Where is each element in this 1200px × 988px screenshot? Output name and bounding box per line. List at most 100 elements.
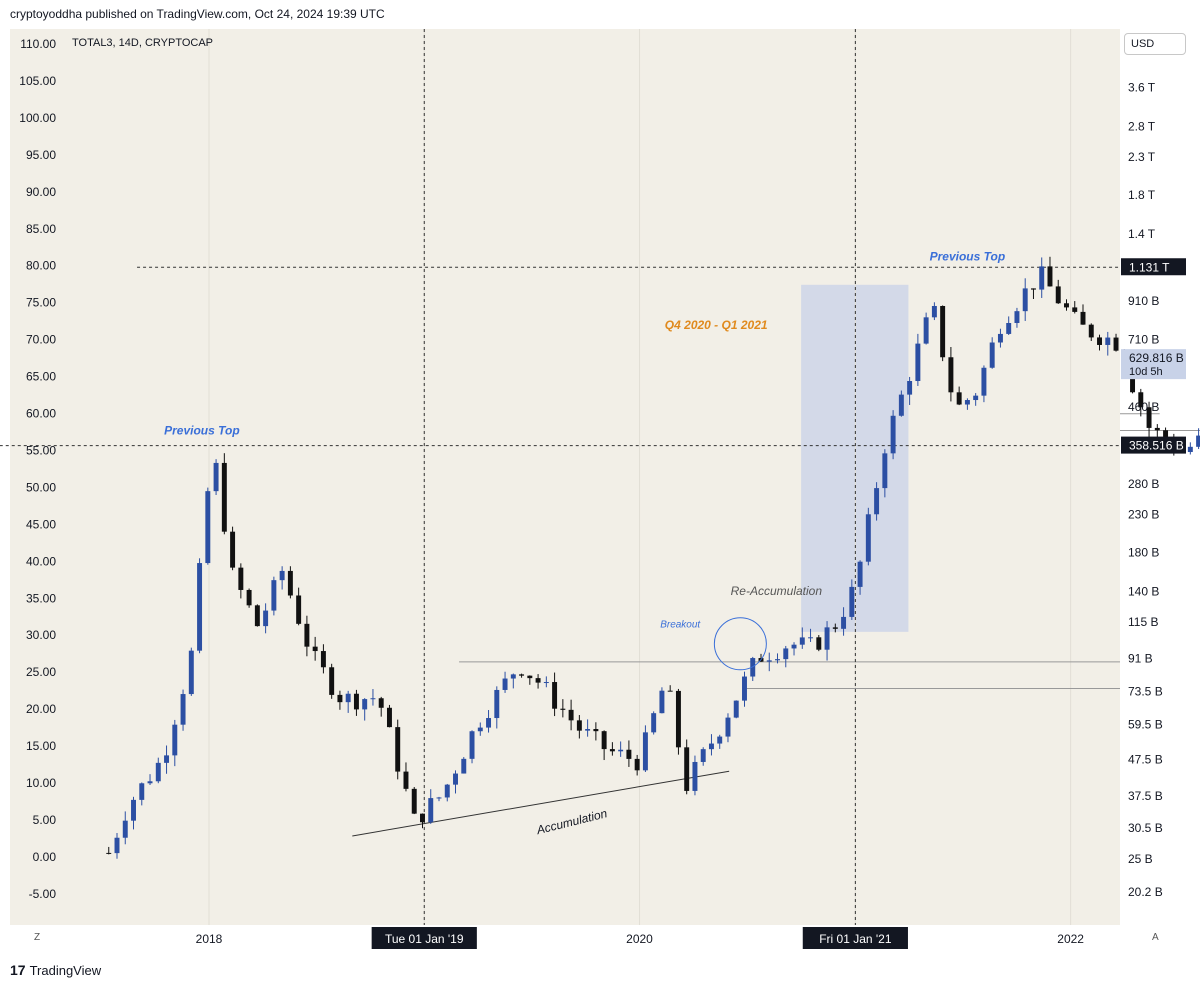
candle-body: [444, 784, 450, 798]
candle-body: [205, 491, 211, 564]
candle-body: [246, 589, 252, 606]
annotation-label: Previous Top: [164, 424, 240, 438]
right-axis-tick-label: 30.5 B: [1128, 821, 1163, 835]
price-label: 1.131 T: [1129, 260, 1170, 274]
annotation-label: Breakout: [660, 620, 701, 631]
candle-body: [494, 689, 500, 719]
candle-body: [131, 799, 136, 821]
candle-body: [139, 783, 145, 800]
right-axis-tick-label: 37.5 B: [1128, 789, 1163, 803]
candle-body: [659, 690, 665, 714]
left-axis-tick-label: 65.00: [26, 370, 56, 384]
candle-body: [304, 623, 310, 647]
auto-scale-button[interactable]: Z: [34, 932, 41, 943]
right-axis-tick-label: 140 B: [1128, 585, 1159, 599]
symbol-label: TOTAL3, 14D, CRYPTOCAP: [72, 37, 213, 49]
trendline: [352, 770, 730, 837]
price-label-box: [1121, 349, 1186, 380]
candle-body: [1014, 311, 1020, 324]
candle-body: [502, 678, 508, 690]
candle-body: [799, 637, 805, 645]
candle-body: [428, 798, 434, 823]
candle-body: [882, 453, 888, 489]
right-axis-tick-label: 20.2 B: [1128, 885, 1163, 899]
chart[interactable]: Previous Top Previous Top Q4 2020 - Q1 202…: [0, 0, 1200, 955]
candle-body: [593, 729, 599, 732]
left-axis-tick-label: -5.00: [29, 887, 57, 901]
candle-body: [750, 658, 756, 677]
candle-body: [1039, 266, 1045, 290]
candle-body: [147, 781, 153, 784]
candle-body: [1097, 337, 1102, 345]
right-axis-tick-label: 3.6 T: [1128, 81, 1156, 95]
candle-body: [1163, 430, 1169, 441]
candle-body: [543, 682, 549, 684]
candle-body: [684, 747, 690, 791]
left-axis-tick-label: 45.00: [26, 517, 56, 531]
right-axis-tick-label: 47.5 B: [1128, 752, 1163, 766]
tradingview-brand: TradingView: [29, 962, 102, 978]
right-axis[interactable]: 3.6 T 2.8 T 2.3 T 1.8 T 1.4 T 910 B 710 B 460 B…: [1128, 81, 1163, 900]
candle-body: [469, 731, 475, 759]
candle-body: [568, 709, 574, 721]
candle-body: [898, 394, 904, 416]
annotation-label: Q4 2020 - Q1 2021: [665, 318, 768, 332]
candle-body: [1022, 288, 1028, 312]
candle-body: [618, 749, 624, 752]
candle-body: [634, 758, 640, 771]
candle-body: [791, 644, 797, 649]
candle-body: [651, 713, 657, 733]
candle-body: [725, 717, 731, 737]
candle-body: [213, 462, 219, 492]
right-axis-tick-label: 25 B: [1128, 852, 1153, 866]
candle-body: [527, 675, 533, 679]
left-axis-tick-label: 110.00: [20, 37, 56, 51]
candle-body: [362, 699, 368, 710]
candle-body: [122, 820, 128, 838]
candle-body: [824, 627, 830, 650]
time-axis[interactable]: 2018 Tue 01 Jan '19 2020 Fri 01 Jan '21 2022…: [0, 925, 1200, 955]
candle-body: [642, 732, 648, 771]
candle-body: [700, 749, 706, 762]
candle-body: [766, 660, 772, 662]
candle-body: [238, 567, 244, 590]
right-axis-tick-label: 1.8 T: [1128, 188, 1156, 202]
candle-body: [1088, 324, 1094, 338]
candle-body: [263, 610, 269, 627]
candle-body: [386, 707, 392, 728]
candle-body: [221, 462, 227, 532]
left-axis-tick-label: 100.00: [19, 111, 56, 125]
candle-body: [973, 395, 979, 401]
candle-body: [931, 305, 937, 318]
candle-body: [989, 342, 995, 368]
price-label: 358.516 B: [1129, 439, 1184, 453]
candle-body: [353, 693, 359, 710]
candle-body: [320, 651, 326, 668]
candle-body: [172, 724, 178, 756]
candle-body: [1130, 369, 1136, 393]
candle-body: [857, 561, 863, 587]
candle-body: [717, 736, 723, 744]
candle-body: [609, 749, 615, 752]
price-label-box: [1121, 436, 1186, 454]
candle-body: [808, 637, 814, 639]
candle-body: [436, 797, 442, 799]
candle-body: [601, 731, 607, 750]
candle-body: [956, 392, 962, 405]
right-axis-tick-label: 2.3 T: [1128, 150, 1156, 164]
left-axis-tick-label: 25.00: [26, 665, 56, 679]
left-axis-tick-label: 35.00: [26, 591, 56, 605]
candle-body: [841, 616, 847, 629]
horizontal-lines: [0, 266, 1200, 689]
left-axis-tick-label: 95.00: [26, 148, 56, 162]
currency-button[interactable]: USD: [1124, 33, 1186, 55]
candle-body: [940, 305, 946, 358]
candles: [106, 256, 1200, 859]
candle-body: [287, 570, 293, 596]
candle-body: [197, 563, 203, 651]
candle-body: [1146, 407, 1152, 428]
candle-body: [114, 837, 120, 854]
log-scale-button[interactable]: A: [1152, 932, 1159, 943]
candle-body: [1105, 337, 1111, 345]
